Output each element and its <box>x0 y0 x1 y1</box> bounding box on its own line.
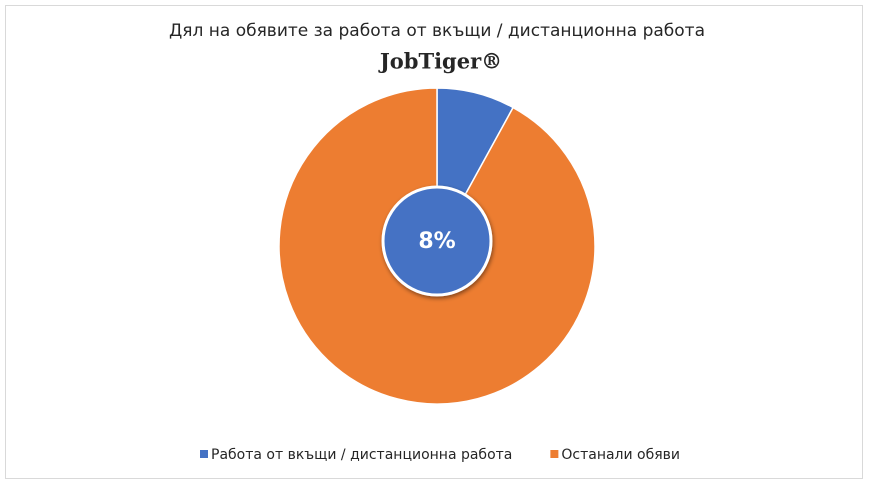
logo: JobTiger® <box>378 49 502 74</box>
data-label: 8% <box>418 229 455 254</box>
legend-label: Работа от вкъщи / дистанционна работа <box>211 447 512 463</box>
chart-title: Дял на обявите за работа от вкъщи / дист… <box>169 21 705 41</box>
center-label-badge <box>381 185 493 297</box>
legend-swatch <box>550 450 559 458</box>
legend-label: Останали обяви <box>561 447 680 463</box>
legend: Работа от вкъщи / дистанционна работа Ост… <box>200 447 680 463</box>
legend-swatch <box>200 450 208 458</box>
